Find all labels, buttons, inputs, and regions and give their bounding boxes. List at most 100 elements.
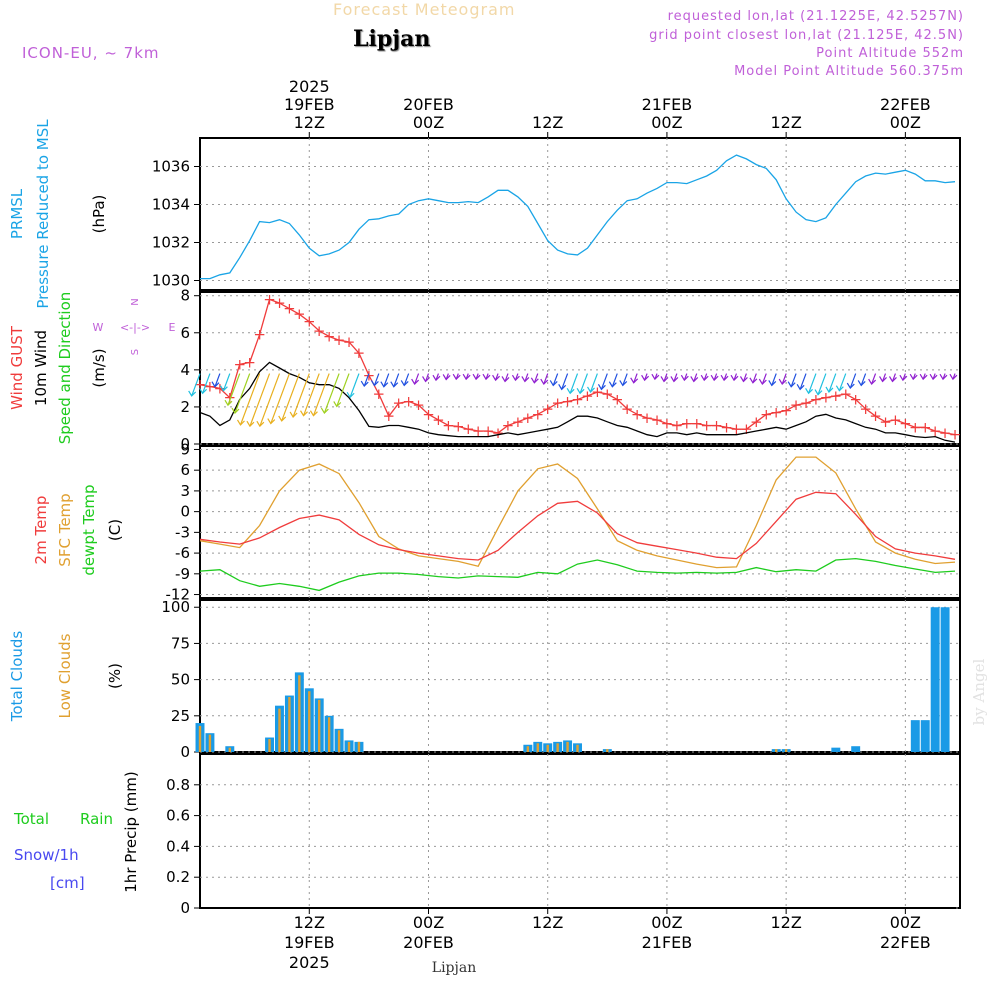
gust-marker: + xyxy=(611,391,624,409)
temp-unit: (C) xyxy=(106,519,124,541)
gust-marker: + xyxy=(800,394,813,412)
gust-marker: + xyxy=(750,413,763,431)
gust-marker: + xyxy=(720,418,733,436)
pressure-sublabel: Pressure Reduced to MSL xyxy=(34,119,52,309)
ytick-label: 8 xyxy=(180,287,190,305)
low-cloud-bar xyxy=(298,675,301,752)
gust-marker: + xyxy=(551,394,564,412)
wind-arrow-head xyxy=(360,380,369,388)
chart-title: Forecast Meteogram xyxy=(333,0,516,19)
ytick-label: 6 xyxy=(180,324,190,342)
wind-arrow-head xyxy=(587,386,595,393)
ytick-label: -3 xyxy=(175,523,190,541)
wind-direction-arrow xyxy=(312,373,330,416)
wind-arrow-head xyxy=(370,380,379,387)
gust-marker: + xyxy=(859,400,872,418)
wind-direction-arrow xyxy=(781,373,787,385)
gust-marker: + xyxy=(889,411,902,429)
gust-marker: + xyxy=(949,426,962,444)
panel-frame-pressure xyxy=(199,137,961,291)
ytick-label: 0 xyxy=(180,435,190,453)
compass-north: N xyxy=(130,298,141,305)
gust-marker: + xyxy=(492,424,505,442)
compass-west: W xyxy=(93,321,104,334)
wind-arrow-head xyxy=(597,384,606,391)
gust-marker: + xyxy=(909,418,922,436)
low-cloud-bar xyxy=(566,741,569,752)
gust-marker: + xyxy=(313,322,326,340)
low-cloud-bar xyxy=(606,749,609,752)
top-time-label: 00Z xyxy=(651,113,682,132)
wind-direction-arrow xyxy=(302,373,320,416)
low-cloud-bar xyxy=(337,730,341,752)
sfc-temp-label: SFC Temp xyxy=(56,493,74,566)
wind-arrow-head xyxy=(710,374,719,382)
gust-marker: + xyxy=(661,415,674,433)
gust-marker: + xyxy=(939,424,952,442)
gust-marker: + xyxy=(214,379,227,397)
wind-arrow-head xyxy=(651,373,660,381)
wind-direction-arrow xyxy=(323,373,340,414)
gust-marker: + xyxy=(869,407,882,425)
wind-direction-arrow xyxy=(543,373,549,385)
wind-direction-arrow xyxy=(589,373,598,393)
gust-marker: + xyxy=(333,331,346,349)
bottom-time-label: 2025 xyxy=(289,953,330,972)
wind-arrow-head xyxy=(432,374,441,382)
gust-marker: + xyxy=(412,396,425,414)
gust-marker: + xyxy=(849,391,862,409)
point-altitude: Point Altitude 552m xyxy=(816,46,964,61)
panel-frame-clouds xyxy=(199,599,961,753)
low-cloud-bar xyxy=(526,746,530,752)
low-cloud-bar xyxy=(784,749,788,752)
wind-direction-arrow xyxy=(828,373,837,393)
wind-arrow-head xyxy=(267,418,276,425)
ytick-label: 6 xyxy=(180,461,190,479)
wind-arrow-head xyxy=(680,374,689,382)
wind-arrow-head xyxy=(670,376,679,383)
wind-arrow-head xyxy=(690,376,699,383)
wind-direction-arrow xyxy=(790,373,797,387)
ytick-label: -6 xyxy=(175,544,190,562)
wind-arrow-head xyxy=(796,384,805,391)
top-time-label: 12Z xyxy=(532,113,563,132)
wind-arrow-head xyxy=(236,419,245,426)
wind-arrow-head xyxy=(231,407,240,415)
wind-arrow-head xyxy=(278,415,287,422)
compass-dashes: <-|-> xyxy=(120,321,150,334)
wind-arrow-head xyxy=(256,420,265,428)
gust-marker: + xyxy=(601,385,614,403)
wind-arrow-head xyxy=(630,377,639,384)
bottom-time-label: 21FEB xyxy=(642,933,693,952)
ytick-label: 1032 xyxy=(152,234,190,252)
total-clouds-label: Total Clouds xyxy=(8,631,26,723)
wind-direction-arrow xyxy=(871,373,877,385)
total-cloud-bar xyxy=(910,720,920,752)
wind-direction-arrow xyxy=(349,373,360,398)
gust-marker: + xyxy=(820,389,833,407)
gust-marker: + xyxy=(472,422,485,440)
wind-arrow-head xyxy=(309,410,318,417)
bottom-time-label: 00Z xyxy=(413,913,444,932)
wind-direction-arrow xyxy=(860,373,867,386)
ytick-label: 2 xyxy=(180,398,190,416)
wind-arrow-head xyxy=(246,420,255,428)
wind-arrow-head xyxy=(949,373,958,381)
compass-south: S xyxy=(130,349,141,355)
ytick-label: 1030 xyxy=(152,272,190,290)
low-cloud-bar xyxy=(576,744,579,752)
wind-arrow-head xyxy=(300,410,308,417)
gust-marker: + xyxy=(243,353,256,371)
ytick-label: 1034 xyxy=(152,196,190,214)
gust-marker: + xyxy=(293,305,306,323)
wind-arrow-head xyxy=(899,374,908,382)
wind-unit: (m/s) xyxy=(90,348,108,387)
low-cloud-bar xyxy=(198,725,202,752)
wind-arrow-head xyxy=(199,387,208,395)
total-cloud-bar xyxy=(920,720,930,752)
panel-frame-precip xyxy=(199,753,961,909)
model-altitude: Model Point Altitude 560.375m xyxy=(734,64,964,79)
wind-arrow-head xyxy=(576,387,585,395)
gust-marker: + xyxy=(194,376,207,394)
